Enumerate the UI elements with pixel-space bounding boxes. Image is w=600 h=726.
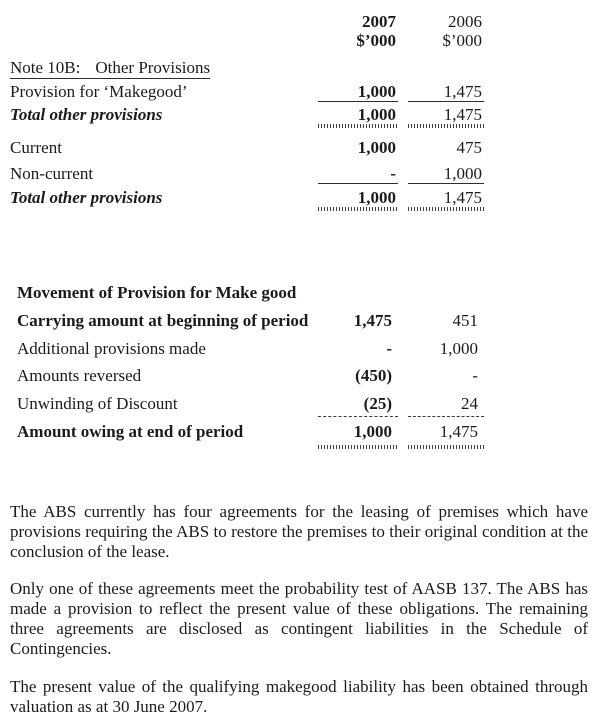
double-rule-bar (408, 207, 484, 211)
single-rule (10, 416, 590, 419)
double-rule (10, 207, 590, 211)
body-paragraph: The present value of the qualifying make… (10, 677, 588, 716)
table-row-total: Total other provisions 1,000 1,475 (10, 105, 590, 124)
value-2007: - (318, 164, 398, 184)
table-row: Additional provisions made - 1,000 (10, 339, 590, 359)
column-header-years: 2007 2006 (10, 12, 590, 31)
table-row: Carrying amount at beginning of period 1… (10, 311, 590, 331)
value-2007: 1,475 (353, 311, 392, 330)
row-label: Provision for ‘Makegood’ (10, 82, 188, 101)
value-2006: 475 (456, 138, 483, 157)
double-rule-bar (318, 124, 398, 128)
value-2007: (25) (363, 394, 392, 413)
row-label: Carrying amount at beginning of period (17, 311, 309, 330)
double-rule-bar (408, 445, 484, 449)
value-2007: 1,000 (318, 82, 398, 102)
row-label: Amount owing at end of period (17, 422, 244, 441)
single-rule-bar (408, 416, 484, 419)
column-header-2006: 2006 (448, 12, 482, 31)
value-2006: 24 (461, 394, 478, 413)
column-unit-2007: $’000 (356, 31, 396, 50)
table-row-total: Amount owing at end of period 1,000 1,47… (10, 422, 590, 442)
table-row: Provision for ‘Makegood’ 1,000 1,475 (10, 82, 590, 102)
value-2007: 1,000 (357, 188, 396, 207)
double-rule (10, 445, 590, 449)
value-2006: 1,475 (439, 422, 478, 441)
row-label: Unwinding of Discount (17, 394, 178, 413)
row-label: Current (10, 138, 62, 157)
note-heading-title: Other Provisions (95, 58, 211, 77)
value-2006: 1,000 (439, 339, 478, 358)
column-header-2007: 2007 (362, 12, 396, 31)
note-heading-label: Note 10B: (10, 58, 81, 77)
row-label: Non-current (10, 164, 94, 183)
table-row: Current 1,000 475 (10, 138, 590, 157)
row-label: Total other provisions (10, 188, 163, 207)
single-rule-bar (318, 416, 398, 419)
value-2007: 1,000 (353, 422, 392, 441)
body-paragraph: The ABS currently has four agreements fo… (10, 502, 588, 561)
body-paragraph: Only one of these agreements meet the pr… (10, 579, 588, 658)
value-2006: 1,475 (443, 105, 482, 124)
table-row: Non-current - 1,000 (10, 164, 590, 184)
value-2006: 1,475 (443, 188, 482, 207)
table-row-total: Total other provisions 1,000 1,475 (10, 188, 590, 207)
double-rule (10, 124, 590, 128)
row-label: Total other provisions (10, 105, 163, 124)
row-label: Amounts reversed (17, 366, 142, 385)
table-row: Amounts reversed (450) - (10, 366, 590, 386)
value-2006: - (472, 366, 478, 385)
double-rule-bar (318, 207, 398, 211)
column-header-units: $’000 $’000 (10, 31, 590, 50)
value-2006: 451 (452, 311, 479, 330)
value-2007: - (386, 339, 392, 358)
value-2006: 1,000 (408, 164, 484, 184)
note-heading: Note 10B: Other Provisions (10, 58, 590, 79)
table-row: Unwinding of Discount (25) 24 (10, 394, 590, 414)
column-unit-2006: $’000 (442, 31, 482, 50)
value-2007: (450) (355, 366, 392, 385)
value-2007: 1,000 (357, 105, 396, 124)
movement-table-title: Movement of Provision for Make good (17, 283, 297, 302)
double-rule-bar (408, 124, 484, 128)
value-2006: 1,475 (408, 82, 484, 102)
value-2007: 1,000 (357, 138, 396, 157)
row-label: Additional provisions made (17, 339, 206, 358)
double-rule-bar (318, 445, 398, 449)
